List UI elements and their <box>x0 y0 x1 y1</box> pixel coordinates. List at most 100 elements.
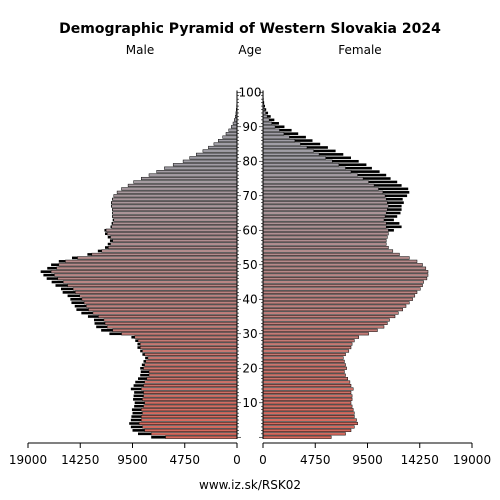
male-bar-age-13 <box>143 390 238 394</box>
male-bar-extra-age-39 <box>71 301 85 305</box>
female-bar-age-40 <box>262 297 413 301</box>
male-bar-age-56 <box>110 242 238 246</box>
age-label: Age <box>238 43 261 57</box>
male-bar-extra-age-10 <box>134 401 145 405</box>
female-bar-age-27 <box>262 342 353 346</box>
male-bar-extra-age-18 <box>140 373 149 377</box>
male-bar-age-72 <box>121 187 238 191</box>
female-bar-age-67 <box>262 204 389 208</box>
male-bar-extra-age-47 <box>43 273 55 277</box>
female-x-axis: 19000 14250 9500 4750 0 <box>259 442 491 467</box>
male-bar-extra-age-53 <box>87 253 92 256</box>
male-bar-age-0 <box>165 435 238 439</box>
female-bar-extra-age-73 <box>374 184 402 187</box>
male-bar-extra-age-37 <box>76 308 89 311</box>
female-bar-age-24 <box>262 352 346 357</box>
female-bar-age-88 <box>262 132 285 136</box>
female-bar-extra-age-82 <box>319 153 344 156</box>
male-bar-extra-age-29 <box>131 335 135 339</box>
male-bar-extra-age-17 <box>138 377 147 380</box>
female-bar-extra-age-87 <box>289 135 306 139</box>
female-bar-age-9 <box>262 404 353 408</box>
male-bar-extra-age-62 <box>111 222 113 225</box>
male-bar-age-80 <box>182 159 238 163</box>
female-bars <box>262 90 429 439</box>
male-bar-extra-age-21 <box>141 363 145 367</box>
male-bar-age-51 <box>65 259 238 263</box>
male-bar-age-83 <box>202 149 238 153</box>
female-bar-age-66 <box>262 208 388 212</box>
male-bar-extra-age-59 <box>105 232 108 236</box>
female-bar-extra-age-62 <box>386 222 400 225</box>
male-bar-extra-age-63 <box>112 218 114 222</box>
male-bar-age-21 <box>144 363 238 367</box>
age-tick-label-30: 30 <box>242 327 257 341</box>
female-bar-age-87 <box>262 135 290 139</box>
male-bar-extra-age-26 <box>137 346 141 349</box>
male-bar-extra-age-35 <box>87 315 99 318</box>
male-bar-extra-age-8 <box>131 408 142 411</box>
male-bar-extra-age-58 <box>107 235 111 239</box>
male-bar-age-28 <box>137 339 238 343</box>
male-bar-age-52 <box>77 256 238 260</box>
male-bar-age-78 <box>164 166 238 170</box>
female-bar-age-51 <box>262 259 418 263</box>
male-bar-age-77 <box>156 170 238 174</box>
female-bar-age-57 <box>262 239 387 243</box>
male-bar-extra-age-19 <box>140 370 149 374</box>
age-tick-label-50: 50 <box>242 258 257 272</box>
male-bar-age-12 <box>143 394 238 398</box>
male-bar-extra-age-9 <box>134 404 144 408</box>
male-bar-age-87 <box>222 135 238 139</box>
male-bar-age-25 <box>142 349 238 353</box>
female-bar-age-75 <box>262 176 364 181</box>
female-bar-age-80 <box>262 159 333 163</box>
female-bar-age-69 <box>262 197 387 201</box>
male-bar-extra-age-7 <box>132 411 143 415</box>
male-bar-extra-age-52 <box>72 256 78 260</box>
female-bar-extra-age-91 <box>271 122 279 125</box>
male-bar-age-24 <box>144 352 238 357</box>
female-bar-age-26 <box>262 346 352 350</box>
female-bar-age-41 <box>262 294 416 298</box>
female-bar-age-2 <box>262 428 352 432</box>
male-bar-age-60 <box>105 228 238 232</box>
female-bar-extra-age-60 <box>388 228 394 232</box>
male-bar-extra-age-65 <box>112 211 113 215</box>
female-bar-age-52 <box>262 256 410 260</box>
female-bar-age-68 <box>262 201 388 205</box>
female-bar-extra-age-69 <box>386 197 403 201</box>
male-bar-age-17 <box>146 377 238 381</box>
male-bar-age-6 <box>141 415 238 419</box>
male-bar-age-46 <box>57 277 238 281</box>
female-bar-age-18 <box>262 373 346 377</box>
female-bar-extra-age-88 <box>283 132 299 135</box>
female-bar-age-83 <box>262 149 314 153</box>
female-bar-extra-age-74 <box>368 180 398 184</box>
female-bar-extra-age-94 <box>265 111 269 115</box>
male-bar-age-40 <box>81 297 238 301</box>
male-bar-extra-age-54 <box>97 249 102 253</box>
female-bar-extra-age-78 <box>345 166 372 170</box>
female-bar-age-93 <box>262 114 268 118</box>
age-tick-label-60: 60 <box>242 223 257 237</box>
female-bar-extra-age-84 <box>307 146 328 149</box>
male-bar-age-27 <box>139 342 238 346</box>
female-bar-age-20 <box>262 366 347 370</box>
male-bar-extra-age-64 <box>112 215 113 218</box>
female-bar-extra-age-96 <box>263 104 265 108</box>
female-bar-age-89 <box>262 128 280 132</box>
male-bar-extra-age-2 <box>132 429 145 432</box>
female-bar-age-78 <box>262 166 346 170</box>
male-bar-age-62 <box>112 221 238 225</box>
male-bar-extra-age-61 <box>110 225 112 229</box>
male-bar-age-43 <box>72 287 238 291</box>
female-bar-age-36 <box>262 311 399 315</box>
male-bar-extra-age-34 <box>94 318 104 322</box>
male-bars <box>40 90 238 439</box>
female-bar-extra-age-67 <box>388 204 402 208</box>
male-bar-age-54 <box>101 249 238 253</box>
male-bar-age-2 <box>144 428 238 432</box>
female-bar-age-43 <box>262 287 421 291</box>
female-bar-age-3 <box>262 425 355 429</box>
